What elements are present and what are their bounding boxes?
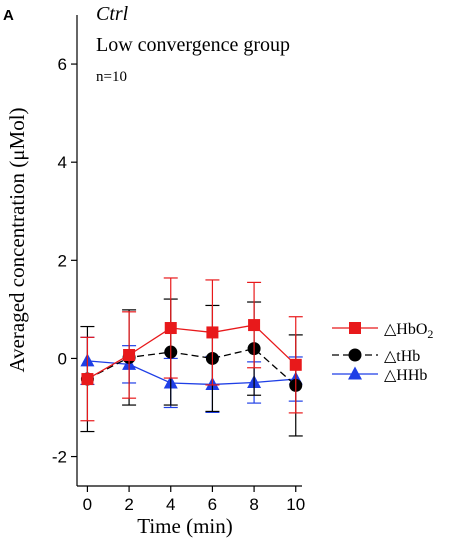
data-point: [206, 326, 219, 339]
series-0: [80, 277, 303, 422]
data-point: [248, 319, 261, 332]
y-tick-label: 4: [58, 153, 67, 172]
series-line: [87, 324, 297, 380]
y-tick-label: 6: [58, 55, 67, 74]
legend-label: △tHb: [384, 348, 420, 365]
x-tick-label: 4: [166, 495, 175, 514]
data-point: [123, 349, 136, 362]
chart-title: Ctrl: [96, 3, 129, 25]
x-tick-label: 10: [286, 495, 305, 514]
y-tick-label: -2: [52, 448, 67, 467]
legend-label-subscript: 2: [427, 327, 433, 341]
x-axis-label: Time (min): [137, 514, 232, 538]
series-1: [80, 298, 303, 437]
legend-label-text: △HbO: [384, 321, 427, 338]
y-axis-label: Averaged concentration (μMol): [5, 107, 29, 372]
legend: △HbO2 △tHb △HHb: [332, 321, 433, 384]
legend-marker: [348, 366, 362, 380]
legend-marker: [348, 348, 362, 362]
x-tick-label: 8: [249, 495, 258, 514]
y-tick-label: 2: [58, 251, 67, 270]
series-layer: [80, 277, 303, 437]
legend-label-text: △tHb: [384, 348, 420, 365]
series-2: [80, 336, 303, 414]
data-point: [81, 373, 94, 386]
chart-subtitle: Low convergence group: [96, 34, 290, 56]
panel-label: A: [3, 7, 14, 24]
data-point: [289, 358, 302, 371]
sample-size-annotation: n=10: [96, 69, 127, 85]
legend-label: △HHb: [384, 367, 427, 384]
y-tick-label: 0: [58, 349, 67, 368]
series-line: [87, 347, 297, 386]
y-axis-ticks: -2 0 2 4 6: [52, 55, 77, 467]
x-axis-ticks: 0 2 4 6 8 10: [83, 486, 305, 514]
legend-marker: [349, 322, 361, 334]
x-tick-label: 2: [124, 495, 133, 514]
legend-label-text: △HHb: [384, 367, 427, 384]
x-tick-label: 6: [208, 495, 217, 514]
legend-label: △HbO2: [384, 321, 433, 341]
x-tick-label: 0: [83, 495, 92, 514]
series-line: [87, 360, 296, 386]
data-point: [164, 322, 177, 335]
